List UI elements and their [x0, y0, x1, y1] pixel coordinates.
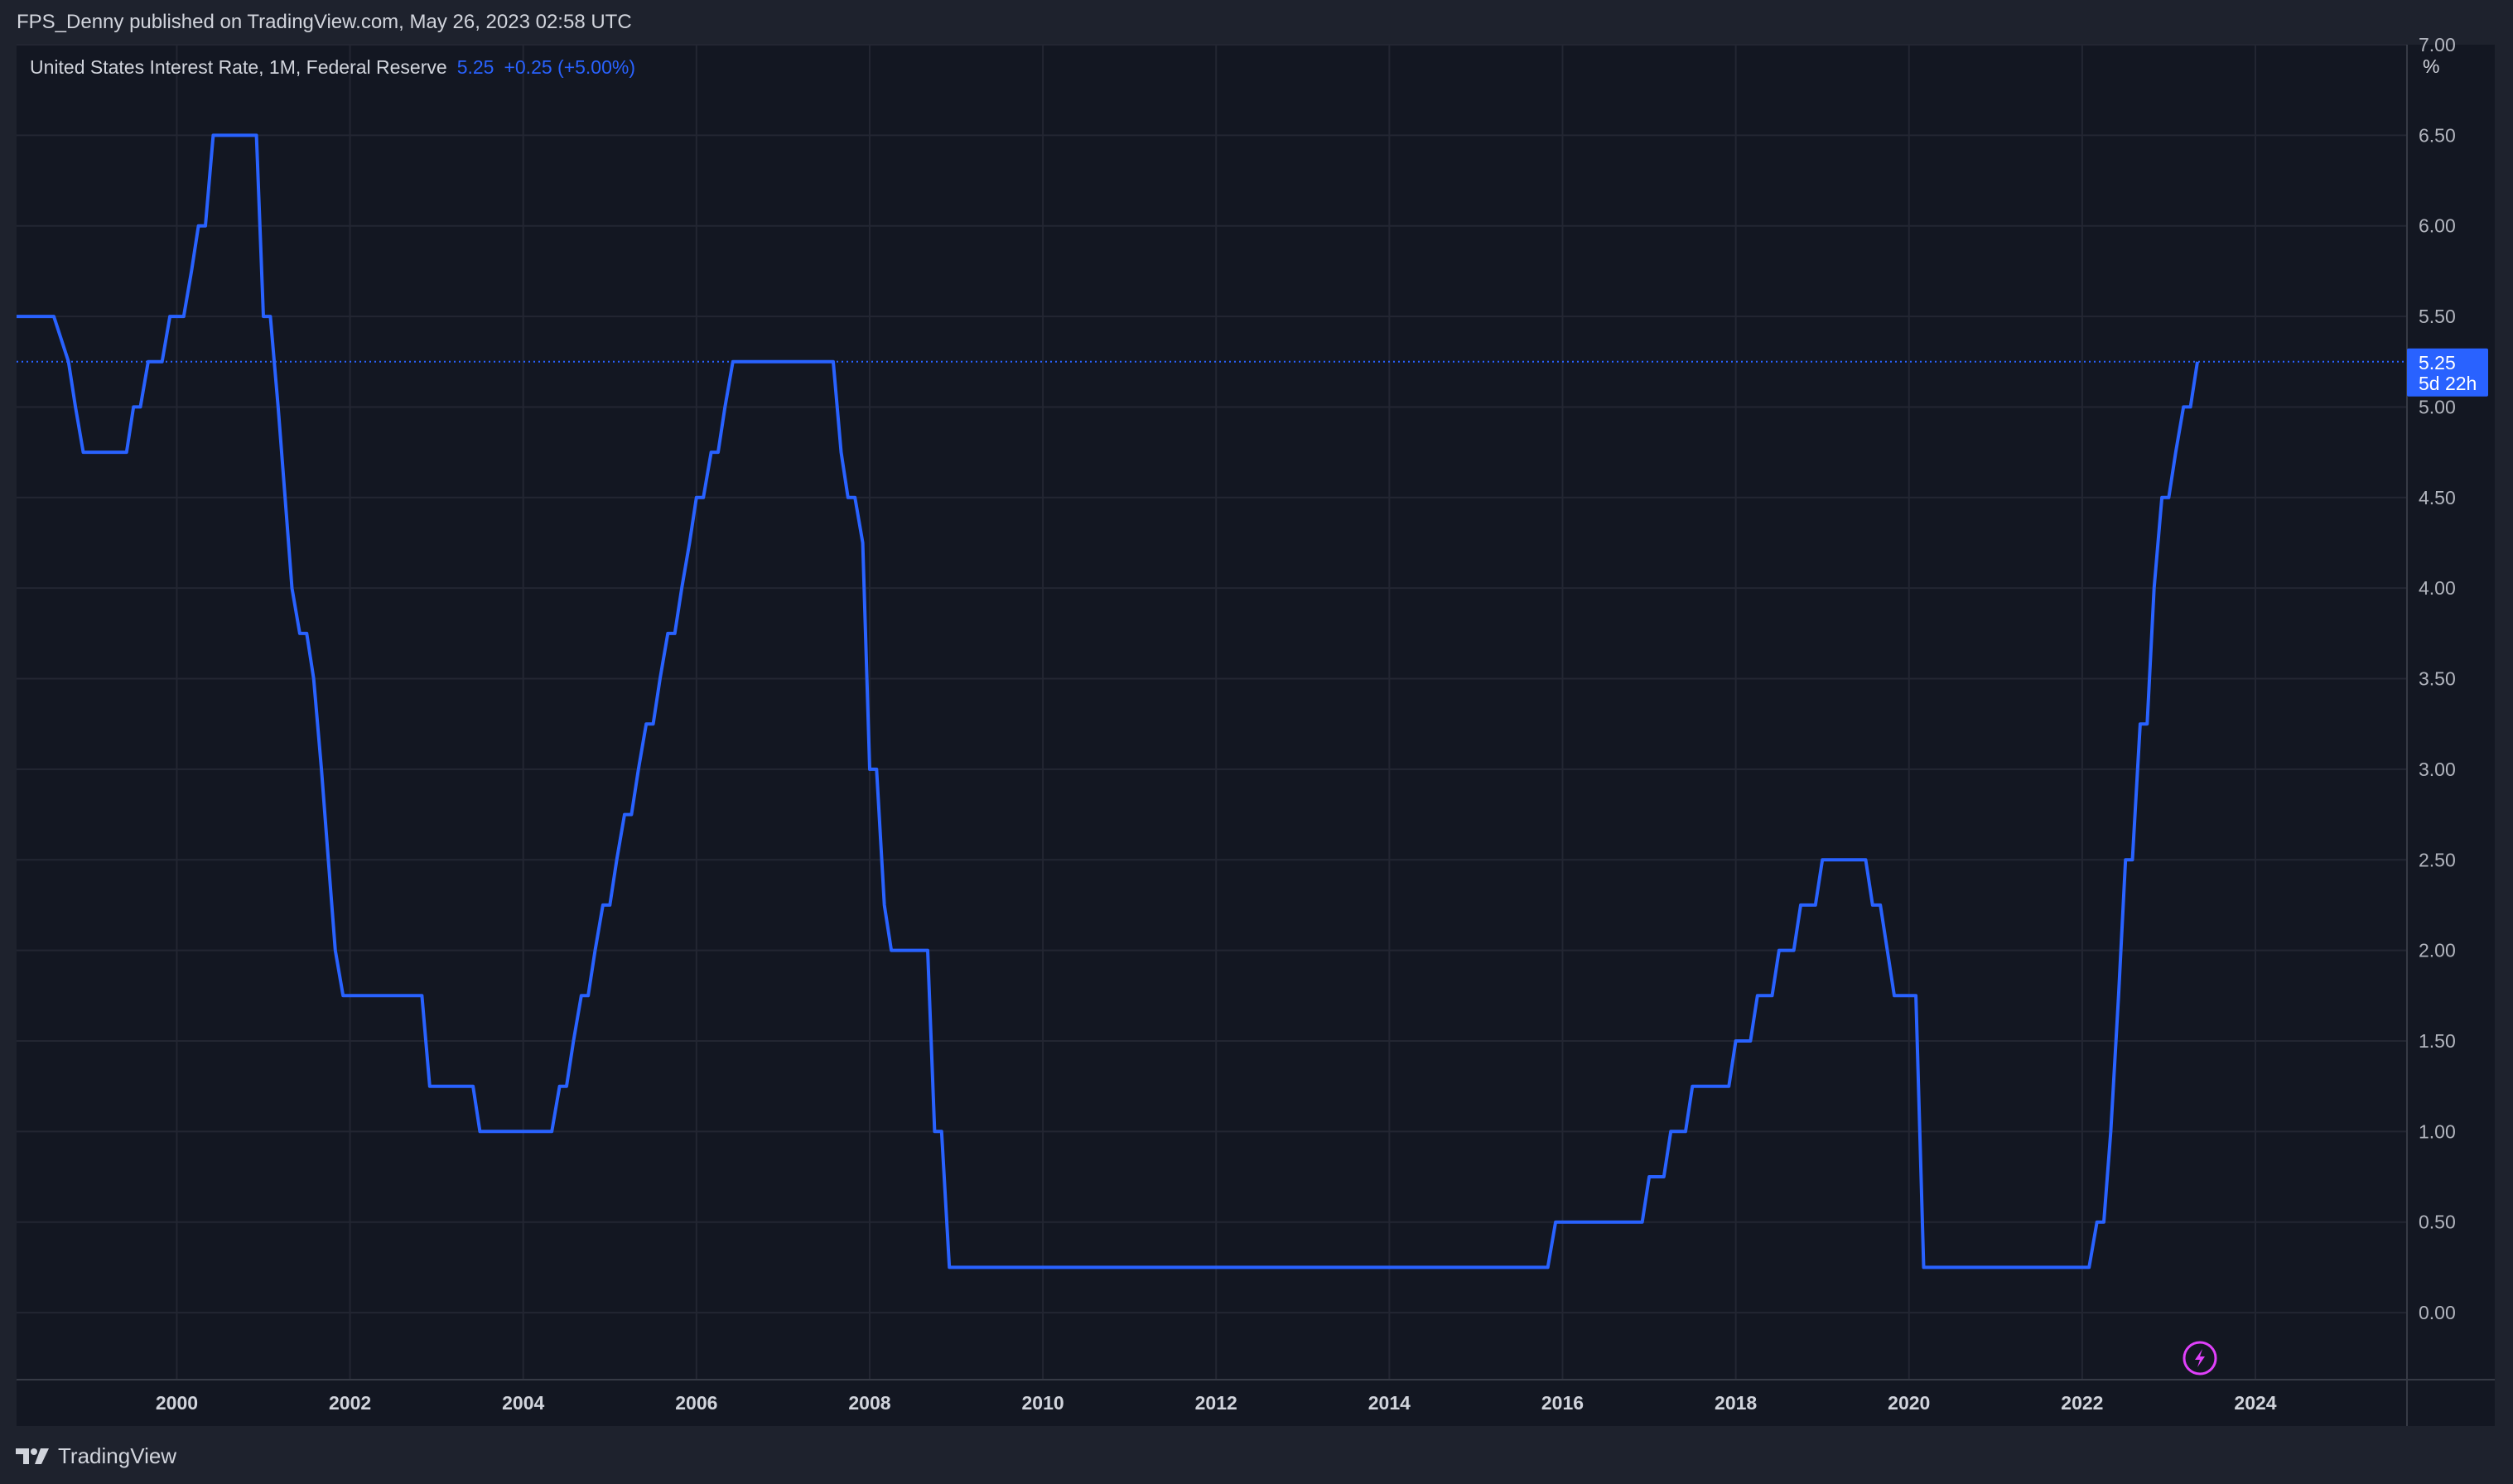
x-tick-label: 2018 — [1715, 1392, 1757, 1414]
price-label-box — [2407, 348, 2488, 397]
legend-symbol[interactable]: United States Interest Rate, 1M, Federal… — [30, 56, 447, 78]
x-tick-label: 2010 — [1022, 1392, 1064, 1414]
x-tick-label: 2014 — [1368, 1392, 1411, 1414]
y-tick-label: 5.00 — [2419, 396, 2456, 417]
y-tick-label: 5.50 — [2419, 306, 2456, 327]
x-tick-label: 2000 — [156, 1392, 198, 1414]
publish-header: FPS_Denny published on TradingView.com, … — [0, 0, 2513, 45]
x-tick-label: 2020 — [1888, 1392, 1930, 1414]
y-tick-label: 1.50 — [2419, 1030, 2456, 1052]
footer-brand[interactable]: TradingView — [58, 1443, 177, 1468]
y-tick-label: 3.50 — [2419, 668, 2456, 690]
x-tick-label: 2004 — [502, 1392, 544, 1414]
chart-pane[interactable] — [17, 45, 2495, 1426]
x-tick-label: 2024 — [2234, 1392, 2276, 1414]
price-label-countdown: 5d 22h — [2419, 373, 2477, 394]
x-tick-label: 2012 — [1195, 1392, 1237, 1414]
lightning-icon[interactable] — [2183, 1341, 2217, 1376]
y-tick-label: 4.00 — [2419, 577, 2456, 599]
x-tick-label: 2016 — [1541, 1392, 1584, 1414]
price-label-value: 5.25 — [2419, 352, 2456, 373]
x-tick-label: 2002 — [329, 1392, 371, 1414]
publish-text: FPS_Denny published on TradingView.com, … — [17, 11, 632, 33]
y-tick-label: 6.00 — [2419, 215, 2456, 237]
series-line[interactable] — [17, 133, 2199, 1270]
legend-last-value: 5.25 — [456, 56, 494, 78]
y-tick-label: 0.50 — [2419, 1212, 2456, 1233]
x-tick-label: 2006 — [675, 1392, 717, 1414]
y-tick-label: 4.50 — [2419, 487, 2456, 508]
y-tick-label: 2.50 — [2419, 849, 2456, 870]
y-tick-label: 3.00 — [2419, 759, 2456, 780]
y-tick-label: 0.00 — [2419, 1302, 2456, 1323]
axis-unit-label: % — [2423, 55, 2439, 77]
y-tick-label: 7.00 — [2419, 34, 2456, 55]
footer[interactable]: TradingView — [15, 1439, 176, 1472]
y-tick-label: 1.00 — [2419, 1120, 2456, 1142]
x-tick-label: 2008 — [848, 1392, 890, 1414]
y-tick-label: 2.00 — [2419, 940, 2456, 961]
y-tick-label: 6.50 — [2419, 124, 2456, 146]
legend[interactable]: United States Interest Rate, 1M, Federal… — [30, 56, 635, 79]
tradingview-logo-icon[interactable] — [15, 1446, 50, 1466]
legend-change: +0.25 (+5.00%) — [504, 56, 636, 78]
x-tick-label: 2022 — [2061, 1392, 2103, 1414]
